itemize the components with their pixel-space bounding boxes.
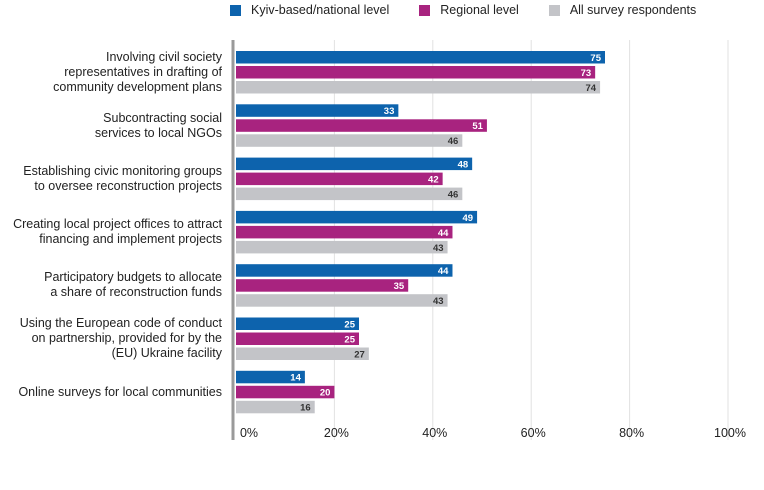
legend-swatch-all bbox=[548, 4, 560, 16]
data-label: 42 bbox=[428, 174, 439, 185]
bar bbox=[236, 370, 305, 384]
bar bbox=[236, 134, 463, 147]
category-label: Online surveys for local communities bbox=[18, 384, 222, 399]
bar bbox=[236, 157, 473, 171]
category-label: Using the European code of conduct on pa… bbox=[19, 316, 222, 361]
bar bbox=[236, 187, 463, 201]
data-label: 75 bbox=[590, 53, 601, 64]
bar bbox=[236, 332, 359, 345]
x-tick-label: 100% bbox=[714, 426, 746, 440]
data-label: 35 bbox=[394, 281, 405, 292]
data-label: 43 bbox=[433, 296, 444, 307]
category-label: Involving civil society representatives … bbox=[53, 49, 222, 94]
legend-label-kyiv: Kyiv-based/national level bbox=[251, 3, 390, 17]
data-label: 74 bbox=[586, 83, 597, 94]
category-label: Establishing civic monitoring groups to … bbox=[23, 163, 222, 193]
data-label: 73 bbox=[581, 68, 592, 79]
data-label: 25 bbox=[344, 319, 355, 330]
bar bbox=[236, 81, 601, 94]
data-label: 43 bbox=[433, 243, 444, 254]
legend-item-kyiv: Kyiv-based/national level bbox=[230, 3, 389, 17]
data-label: 48 bbox=[458, 159, 469, 170]
data-label: 51 bbox=[472, 121, 483, 132]
x-tick-label: 20% bbox=[324, 426, 349, 440]
data-label: 20 bbox=[320, 388, 331, 399]
bar bbox=[236, 104, 399, 117]
data-label: 16 bbox=[300, 403, 311, 414]
data-label: 14 bbox=[290, 373, 301, 384]
data-label: 25 bbox=[344, 334, 355, 345]
bar bbox=[236, 317, 359, 330]
category-label: Creating local project offices to attrac… bbox=[13, 217, 222, 247]
category-label: Subcontracting social services to local … bbox=[94, 110, 222, 140]
bar bbox=[236, 264, 453, 277]
bar bbox=[236, 294, 448, 307]
data-label: 49 bbox=[463, 213, 474, 224]
bar bbox=[236, 400, 315, 414]
x-tick-label: 60% bbox=[521, 426, 546, 440]
category-label: Participatory budgets to allocate a shar… bbox=[44, 270, 222, 300]
bar bbox=[236, 210, 478, 224]
bar bbox=[236, 240, 448, 254]
legend-item-regional: Regional level bbox=[419, 3, 519, 17]
bar bbox=[236, 279, 409, 292]
bar bbox=[236, 225, 453, 239]
legend-swatch-kyiv bbox=[230, 4, 241, 16]
bar bbox=[236, 172, 443, 186]
data-label: 27 bbox=[354, 349, 365, 360]
legend-label-regional: Regional level bbox=[440, 3, 519, 17]
bar bbox=[236, 51, 605, 64]
bar bbox=[236, 385, 335, 399]
x-tick-label: 80% bbox=[619, 426, 644, 440]
data-label: 46 bbox=[448, 189, 459, 200]
legend-label-all: All survey respondents bbox=[569, 3, 697, 17]
x-tick-label: 0% bbox=[240, 426, 258, 440]
data-label: 33 bbox=[384, 106, 395, 117]
data-label: 46 bbox=[448, 136, 459, 147]
data-label: 44 bbox=[438, 228, 449, 239]
legend-swatch-regional bbox=[419, 4, 431, 16]
x-tick-label: 40% bbox=[422, 426, 447, 440]
bar bbox=[236, 119, 487, 132]
bar bbox=[236, 66, 596, 79]
legend-item-all: All survey respondents bbox=[548, 3, 697, 17]
legend: Kyiv-based/national level Regional level… bbox=[230, 3, 726, 17]
bar bbox=[236, 347, 369, 360]
data-label: 44 bbox=[438, 266, 449, 277]
